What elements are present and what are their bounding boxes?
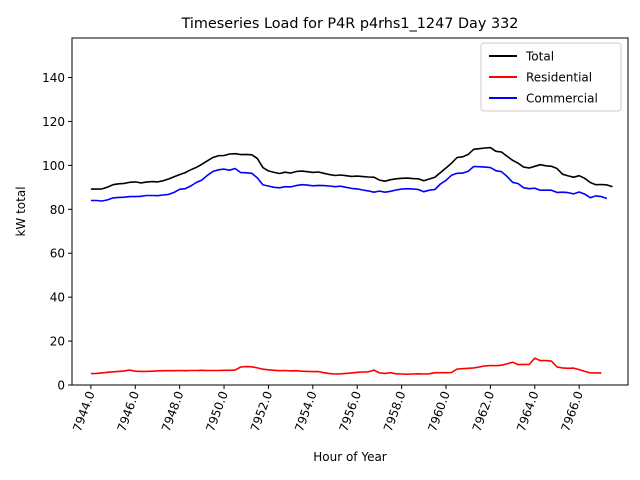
chart-title: Timeseries Load for P4R p4rhs1_1247 Day …	[181, 16, 519, 32]
y-axis: 0 20 40 60 80 100 120 140	[42, 71, 72, 393]
y-tick-label: 100	[42, 159, 65, 173]
series-layer	[90, 146, 613, 376]
y-tick-label: 60	[50, 247, 65, 261]
y-axis-label: kW total	[14, 186, 28, 236]
y-tick-label: 0	[57, 379, 65, 393]
legend-label-total: Total	[525, 50, 554, 64]
series-line-residential	[90, 357, 602, 376]
y-tick-label: 80	[50, 203, 65, 217]
y-tick-label: 20	[50, 335, 65, 349]
x-axis-label: Hour of Year	[313, 450, 387, 464]
legend-label-residential: Residential	[526, 71, 592, 85]
series-line-commercial	[90, 165, 608, 202]
y-tick-label: 120	[42, 115, 65, 129]
legend: Total Residential Commercial	[480, 42, 622, 112]
plot-area-frame	[71, 37, 629, 386]
y-tick-label: 140	[42, 71, 65, 85]
y-tick-label: 40	[50, 291, 65, 305]
legend-box	[480, 42, 622, 112]
series-line-total	[90, 146, 613, 190]
legend-label-commercial: Commercial	[526, 92, 598, 106]
